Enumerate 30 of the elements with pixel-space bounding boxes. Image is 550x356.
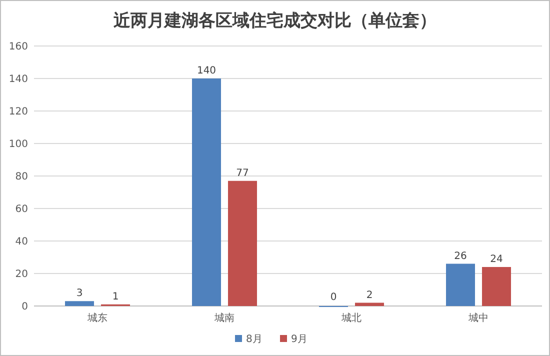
y-tick-label: 140: [8, 74, 28, 85]
y-tick-label: 100: [8, 139, 28, 150]
legend-label: 9月: [291, 334, 308, 345]
y-tick-label: 60: [15, 204, 28, 215]
data-label: 24: [490, 254, 503, 265]
x-tick-label: 城东: [86, 312, 108, 324]
y-tick-label: 120: [8, 106, 28, 118]
y-tick-label: 20: [15, 269, 28, 280]
data-label: 77: [236, 168, 249, 179]
data-label: 26: [454, 250, 467, 262]
y-tick-label: 0: [22, 302, 28, 312]
x-tick-label: 城北: [340, 312, 362, 324]
x-tick-label: 城南: [214, 312, 234, 324]
y-tick-label: 160: [8, 42, 28, 52]
bar: [446, 264, 475, 306]
data-label: 1: [112, 291, 119, 302]
legend-label: 8月: [246, 334, 262, 345]
bar: [228, 180, 257, 306]
data-label: 140: [196, 66, 216, 76]
data-label: 3: [76, 288, 83, 300]
data-label: 0: [330, 292, 337, 303]
y-tick-label: 40: [15, 236, 28, 248]
chart-title: 近两月建湖各区域住宅成交对比（单位套）: [112, 11, 436, 31]
bar: [65, 301, 94, 306]
bar: [482, 267, 511, 306]
bar: [355, 302, 384, 306]
x-tick-label: 城中: [468, 312, 488, 324]
bar: [192, 78, 221, 306]
y-tick-label: 80: [15, 172, 28, 182]
data-label: 2: [366, 290, 373, 301]
